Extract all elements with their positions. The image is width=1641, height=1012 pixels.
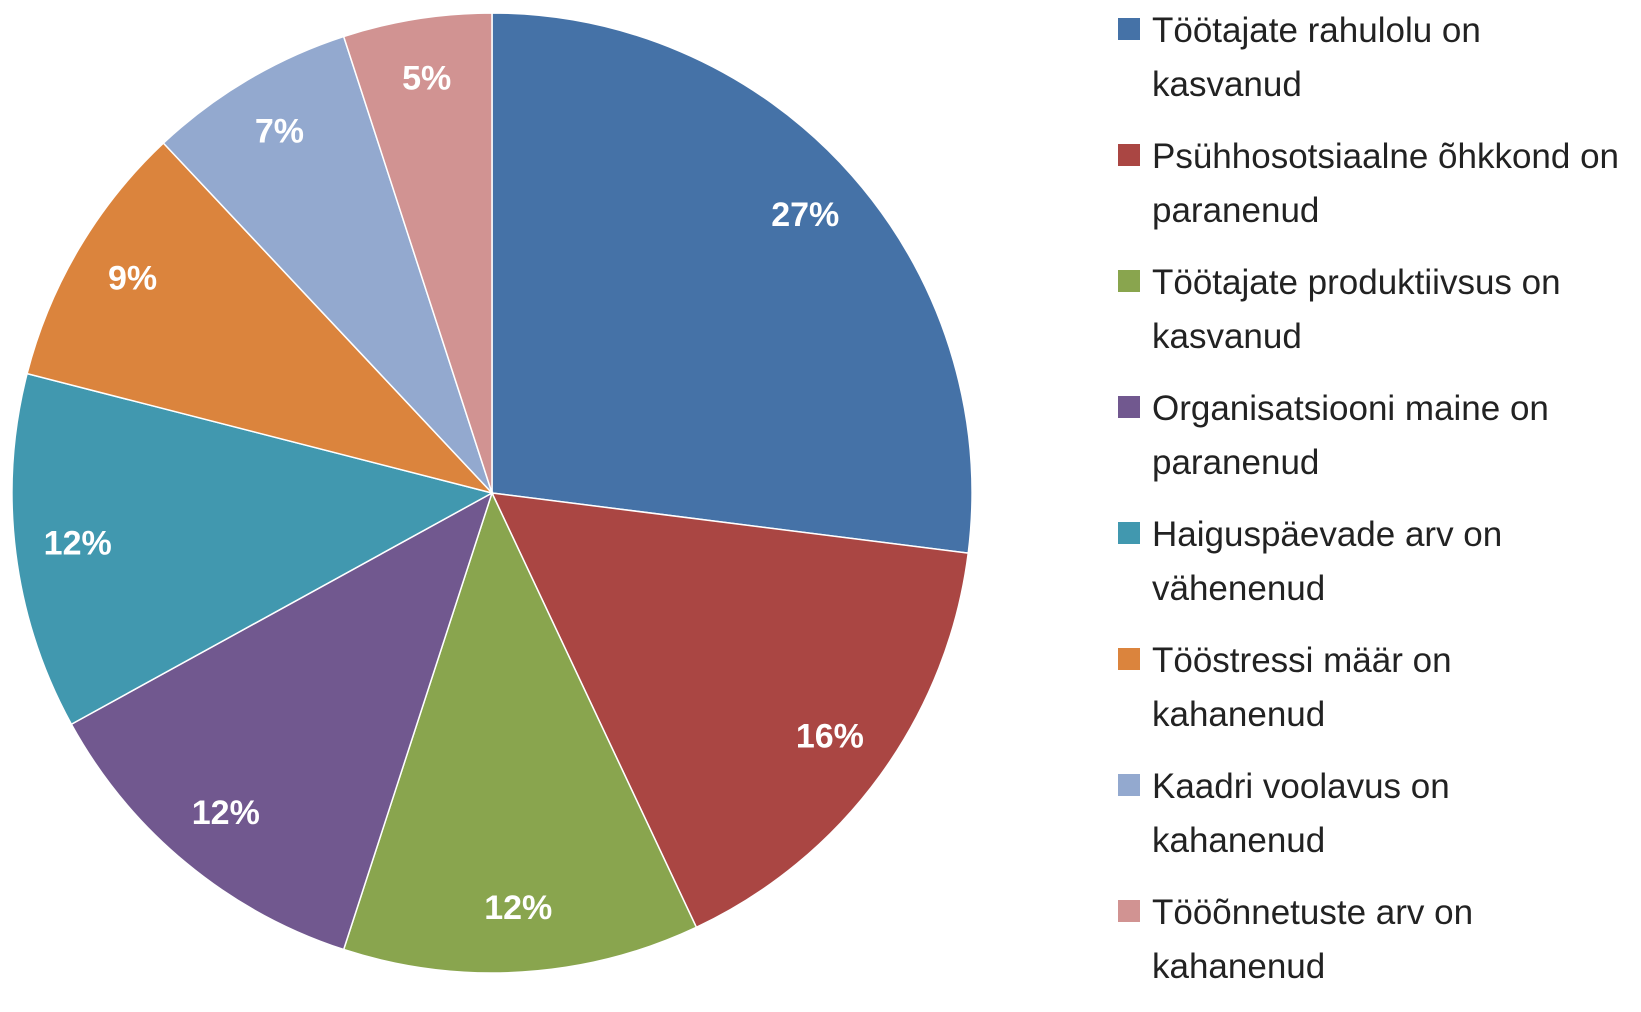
pie-slice — [26, 142, 495, 495]
legend-item: Töötajate produktiivsus on kasvanud — [1118, 256, 1638, 382]
pie-slice — [490, 492, 970, 929]
legend-item: Tööstressi määr on kahanenud — [1118, 634, 1638, 760]
pie-slice — [162, 35, 493, 494]
legend-label: Töötajate produktiivsus on kasvanud — [1152, 263, 1561, 356]
legend-item: Psühhosotsiaalne õhkkond on paranenud — [1118, 130, 1638, 256]
slice-label: 7% — [255, 113, 304, 151]
slice-label: 12% — [44, 524, 112, 562]
pie-slice — [342, 12, 493, 494]
chart: 27% 16% 12% 12% 12% 9% 7% 5% Töötajate rahulolu… — [11, 11, 1619, 986]
slice-label: 12% — [484, 889, 552, 927]
legend-swatch — [1118, 648, 1140, 670]
legend-item: Tööõnnetuste arv on kahanenud — [1118, 886, 1638, 1012]
legend-swatch — [1118, 18, 1140, 40]
pie-slice — [70, 491, 494, 951]
legend-item: Organisatsiooni maine on paranenud — [1118, 382, 1638, 508]
slice-label: 5% — [402, 60, 451, 98]
slice-label: 27% — [771, 196, 839, 234]
legend-label: Töötajate rahulolu on kasvanud — [1152, 11, 1481, 104]
pie-slice — [491, 12, 973, 554]
slice-label: 16% — [796, 717, 864, 755]
slice-label: 9% — [108, 259, 157, 297]
legend-label: Haiguspäevade arv on vähenenud — [1152, 515, 1503, 608]
legend-label: Kaadri voolavus on kahanenud — [1152, 767, 1450, 860]
legend-swatch — [1118, 270, 1140, 292]
legend-swatch — [1118, 396, 1140, 418]
legend-item: Töötajate rahulolu on kasvanud — [1118, 4, 1638, 130]
legend-label: Psühhosotsiaalne õhkkond on paranenud — [1152, 137, 1620, 230]
legend-swatch — [1118, 522, 1140, 544]
legend-item: Kaadri voolavus on kahanenud — [1118, 760, 1638, 886]
pie-area: 27% 16% 12% 12% 12% 9% 7% 5% — [11, 12, 973, 974]
legend-swatch — [1118, 774, 1140, 796]
slice-label: 12% — [192, 794, 260, 832]
legend-swatch — [1118, 144, 1140, 166]
legend-label: Organisatsiooni maine on paranenud — [1152, 389, 1549, 482]
pie-slice — [342, 490, 698, 974]
legend-label: Tööstressi määr on kahanenud — [1152, 641, 1452, 734]
pie-slice — [11, 372, 495, 726]
legend-item: Haiguspäevade arv on vähenenud — [1118, 508, 1638, 634]
legend-swatch — [1118, 900, 1140, 922]
legend: Töötajate rahulolu on kasvanud Psühhosots… — [1118, 4, 1638, 1012]
